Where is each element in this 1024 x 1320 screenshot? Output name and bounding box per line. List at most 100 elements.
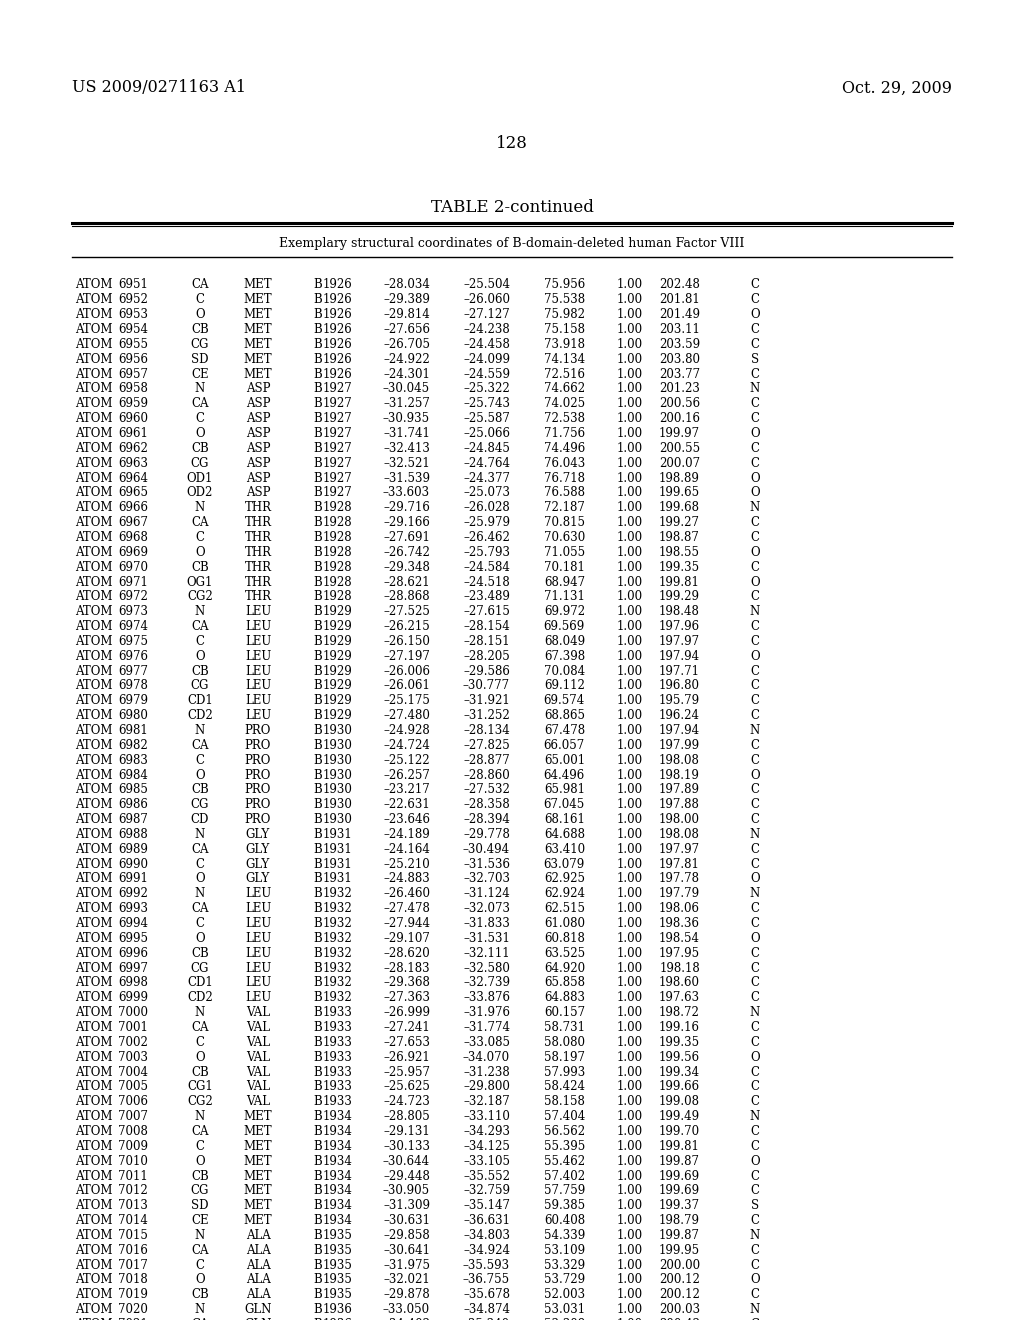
Text: ALA: ALA: [246, 1258, 270, 1271]
Text: 74.134: 74.134: [544, 352, 585, 366]
Text: –25.625: –25.625: [383, 1080, 430, 1093]
Text: –29.814: –29.814: [383, 308, 430, 321]
Text: 65.981: 65.981: [544, 783, 585, 796]
Text: 1.00: 1.00: [616, 887, 643, 900]
Text: ATOM: ATOM: [75, 352, 113, 366]
Text: 1.00: 1.00: [616, 723, 643, 737]
Text: LEU: LEU: [245, 946, 271, 960]
Text: –25.073: –25.073: [463, 486, 510, 499]
Text: 1935: 1935: [323, 1288, 352, 1302]
Text: 73.918: 73.918: [544, 338, 585, 351]
Text: 6965: 6965: [118, 486, 148, 499]
Text: –27.653: –27.653: [383, 1036, 430, 1049]
Text: 57.759: 57.759: [544, 1184, 585, 1197]
Text: N: N: [750, 1006, 760, 1019]
Text: C: C: [751, 442, 760, 455]
Text: 199.34: 199.34: [658, 1065, 700, 1078]
Text: N: N: [750, 502, 760, 515]
Text: 1929: 1929: [323, 635, 352, 648]
Text: OD2: OD2: [186, 486, 213, 499]
Text: PRO: PRO: [245, 739, 271, 752]
Text: –24.764: –24.764: [463, 457, 510, 470]
Text: 7018: 7018: [118, 1274, 148, 1287]
Text: B: B: [313, 1051, 323, 1064]
Text: VAL: VAL: [246, 1036, 270, 1049]
Text: 71.131: 71.131: [544, 590, 585, 603]
Text: 1927: 1927: [323, 471, 352, 484]
Text: 199.56: 199.56: [658, 1051, 700, 1064]
Text: 1936: 1936: [323, 1303, 352, 1316]
Text: –27.691: –27.691: [383, 531, 430, 544]
Text: 7021: 7021: [118, 1317, 148, 1320]
Text: ALA: ALA: [246, 1288, 270, 1302]
Text: 74.025: 74.025: [544, 397, 585, 411]
Text: C: C: [751, 620, 760, 634]
Text: –28.154: –28.154: [463, 620, 510, 634]
Text: B: B: [313, 1317, 323, 1320]
Text: 1.00: 1.00: [616, 293, 643, 306]
Text: C: C: [751, 961, 760, 974]
Text: ATOM: ATOM: [75, 561, 113, 574]
Text: –27.944: –27.944: [383, 917, 430, 931]
Text: 69.112: 69.112: [544, 680, 585, 693]
Text: –25.122: –25.122: [383, 754, 430, 767]
Text: ATOM: ATOM: [75, 576, 113, 589]
Text: 1929: 1929: [323, 605, 352, 618]
Text: ATOM: ATOM: [75, 1139, 113, 1152]
Text: ATOM: ATOM: [75, 768, 113, 781]
Text: 7009: 7009: [118, 1139, 148, 1152]
Text: 69.574: 69.574: [544, 694, 585, 708]
Text: 1.00: 1.00: [616, 516, 643, 529]
Text: –26.061: –26.061: [383, 680, 430, 693]
Text: CG2: CG2: [187, 1096, 213, 1109]
Text: 64.920: 64.920: [544, 961, 585, 974]
Text: 7007: 7007: [118, 1110, 148, 1123]
Text: 197.88: 197.88: [659, 799, 700, 812]
Text: 128: 128: [496, 135, 528, 152]
Text: 1.00: 1.00: [616, 471, 643, 484]
Text: 1.00: 1.00: [616, 576, 643, 589]
Text: 58.197: 58.197: [544, 1051, 585, 1064]
Text: C: C: [751, 1125, 760, 1138]
Text: 1.00: 1.00: [616, 486, 643, 499]
Text: 1930: 1930: [323, 768, 352, 781]
Text: ATOM: ATOM: [75, 426, 113, 440]
Text: –34.402: –34.402: [383, 1317, 430, 1320]
Text: 71.055: 71.055: [544, 545, 585, 558]
Text: C: C: [751, 279, 760, 292]
Text: –24.928: –24.928: [383, 723, 430, 737]
Text: 1.00: 1.00: [616, 426, 643, 440]
Text: B: B: [313, 531, 323, 544]
Text: 1.00: 1.00: [616, 917, 643, 931]
Text: B: B: [313, 426, 323, 440]
Text: –24.238: –24.238: [463, 323, 510, 337]
Text: 197.99: 197.99: [658, 739, 700, 752]
Text: 197.63: 197.63: [658, 991, 700, 1005]
Text: ATOM: ATOM: [75, 873, 113, 886]
Text: ALA: ALA: [246, 1243, 270, 1257]
Text: CG1: CG1: [187, 1080, 213, 1093]
Text: B: B: [313, 1303, 323, 1316]
Text: C: C: [751, 1080, 760, 1093]
Text: S: S: [751, 352, 759, 366]
Text: 7017: 7017: [118, 1258, 148, 1271]
Text: –24.845: –24.845: [463, 442, 510, 455]
Text: –32.187: –32.187: [463, 1096, 510, 1109]
Text: 198.19: 198.19: [659, 768, 700, 781]
Text: C: C: [196, 1036, 205, 1049]
Text: –33.603: –33.603: [383, 486, 430, 499]
Text: C: C: [196, 531, 205, 544]
Text: ASP: ASP: [246, 412, 270, 425]
Text: 7000: 7000: [118, 1006, 148, 1019]
Text: 1930: 1930: [323, 813, 352, 826]
Text: LEU: LEU: [245, 664, 271, 677]
Text: –35.593: –35.593: [463, 1258, 510, 1271]
Text: O: O: [751, 308, 760, 321]
Text: 6963: 6963: [118, 457, 148, 470]
Text: 201.49: 201.49: [659, 308, 700, 321]
Text: 59.385: 59.385: [544, 1199, 585, 1212]
Text: 1929: 1929: [323, 680, 352, 693]
Text: ATOM: ATOM: [75, 279, 113, 292]
Text: 1928: 1928: [323, 516, 352, 529]
Text: ATOM: ATOM: [75, 338, 113, 351]
